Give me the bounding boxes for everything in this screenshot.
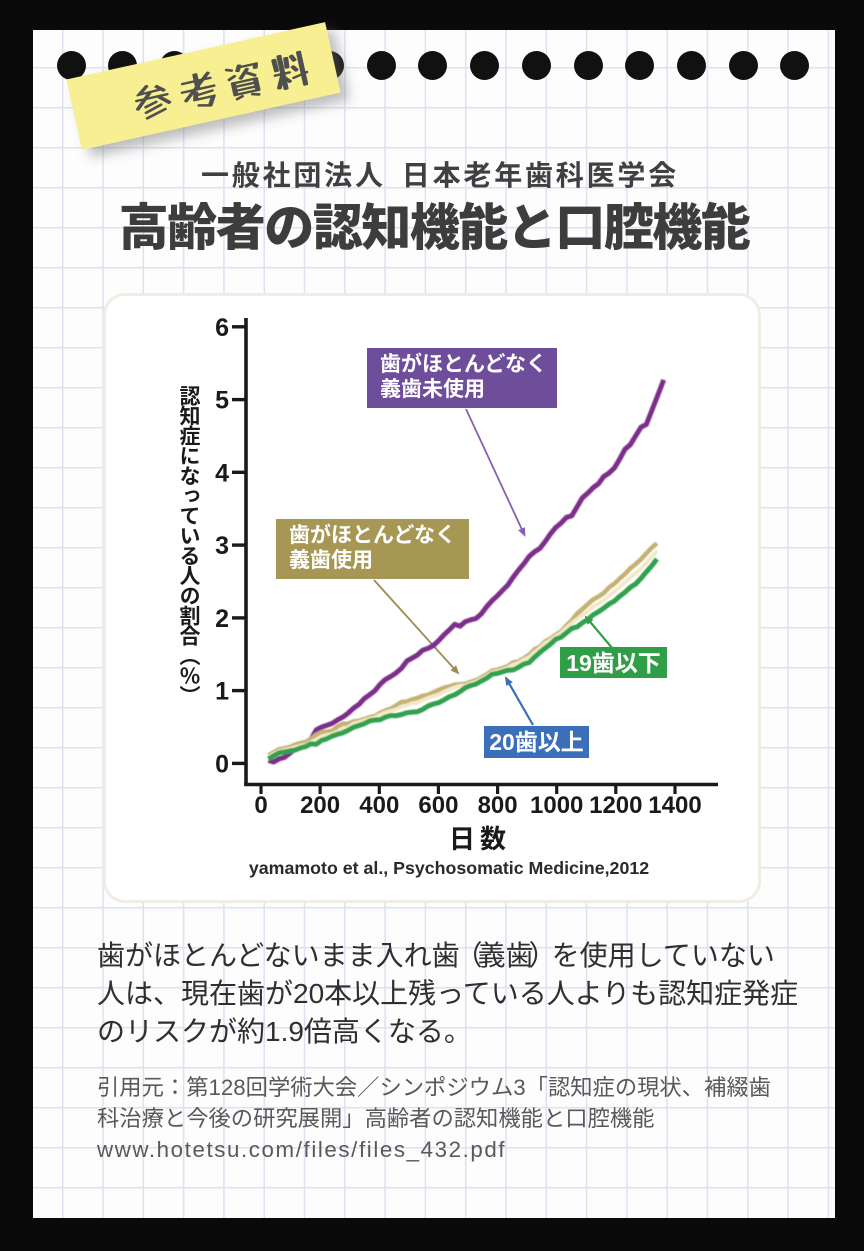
- svg-text:5: 5: [215, 387, 229, 415]
- svg-text:1200: 1200: [589, 792, 642, 819]
- svg-text:600: 600: [418, 792, 458, 819]
- svg-text:歯がほとんどなく: 歯がほとんどなく: [380, 352, 547, 376]
- svg-text:20歯以上: 20歯以上: [489, 729, 584, 755]
- svg-text:4: 4: [215, 459, 229, 487]
- svg-text:0: 0: [254, 792, 267, 819]
- svg-text:歯がほとんどなく: 歯がほとんどなく: [289, 523, 456, 547]
- svg-text:yamamoto et al., Psychosomatic: yamamoto et al., Psychosomatic Medicine,…: [249, 858, 649, 878]
- svg-text:1000: 1000: [530, 792, 583, 819]
- svg-text:0: 0: [215, 750, 229, 778]
- svg-text:800: 800: [478, 792, 518, 819]
- svg-text:200: 200: [300, 792, 340, 819]
- svg-text:19歯以下: 19歯以下: [566, 650, 661, 676]
- svg-text:6: 6: [215, 314, 229, 342]
- svg-text:日数: 日数: [449, 824, 511, 854]
- svg-text:2: 2: [215, 605, 229, 633]
- svg-text:義歯未使用: 義歯未使用: [380, 378, 485, 401]
- svg-text:1400: 1400: [648, 792, 701, 819]
- svg-text:義歯使用: 義歯使用: [289, 549, 373, 572]
- svg-text:400: 400: [359, 792, 399, 819]
- svg-text:3: 3: [215, 532, 229, 560]
- svg-text:1: 1: [215, 678, 229, 706]
